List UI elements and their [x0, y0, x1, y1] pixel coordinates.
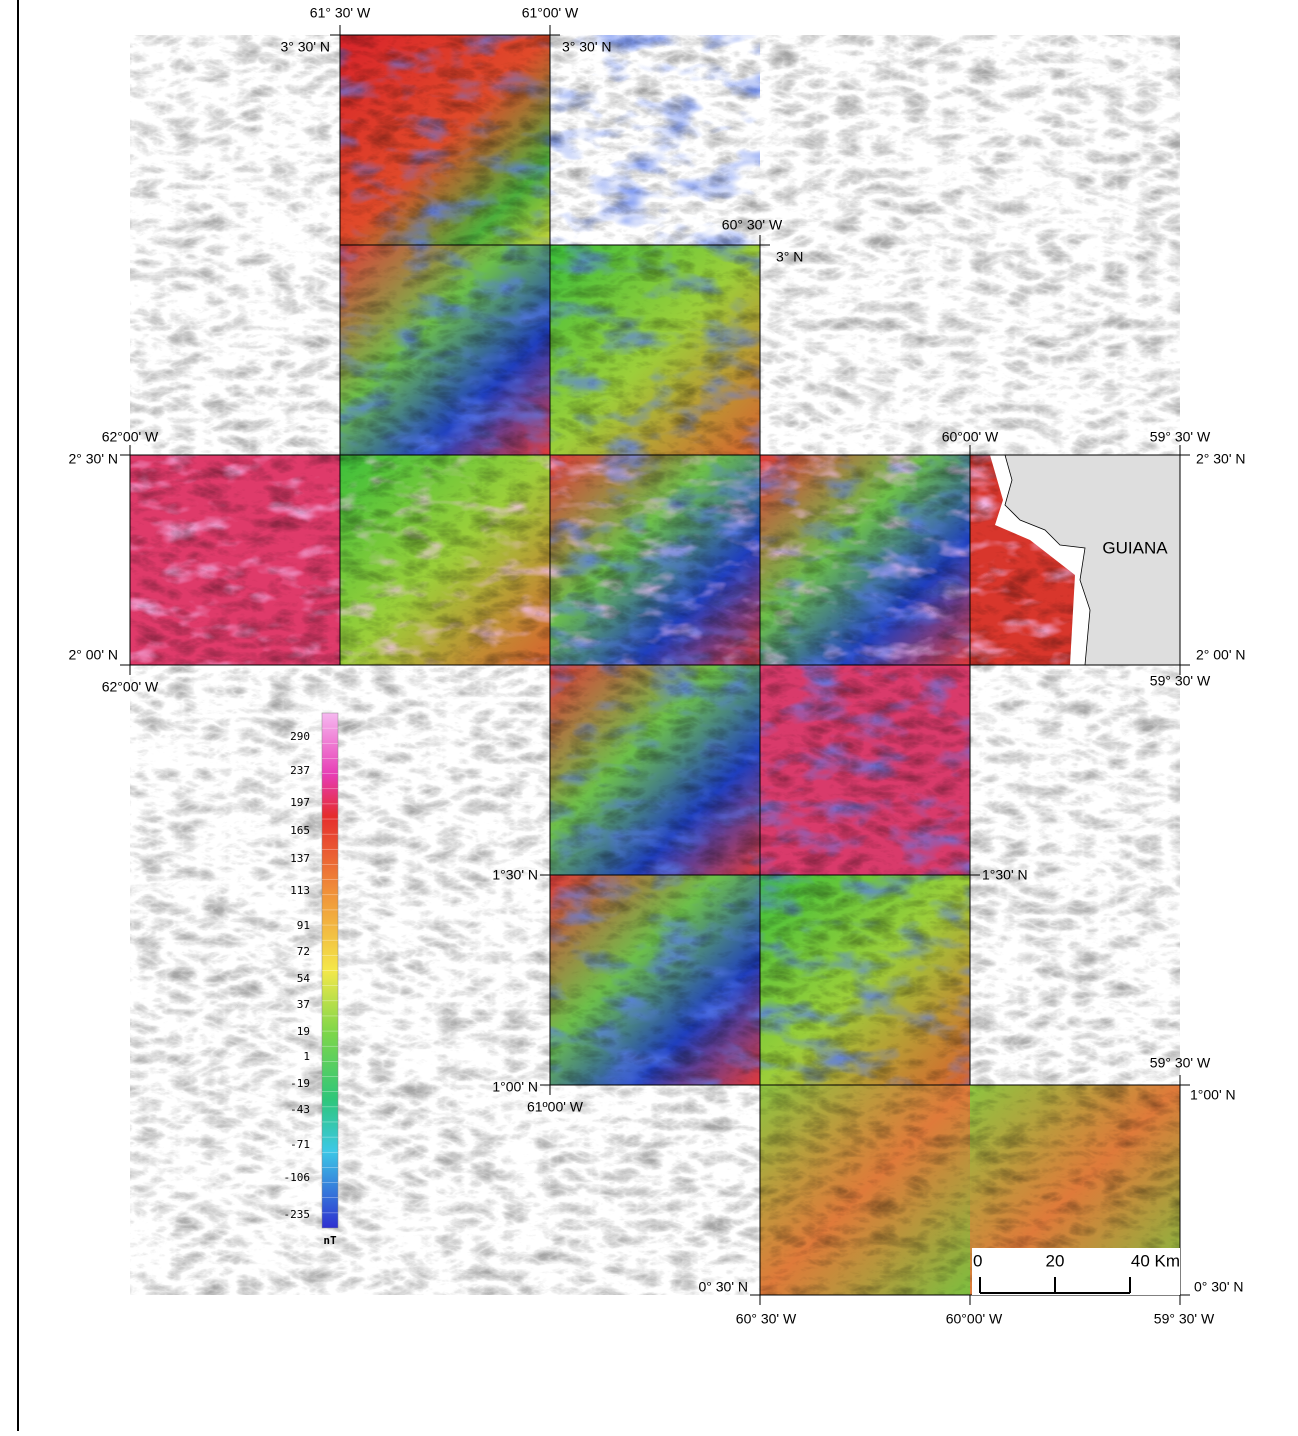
legend-tick-label: 72	[297, 945, 310, 958]
legend-tick-label: 237	[290, 764, 310, 777]
scale-bar-background	[972, 1248, 1180, 1295]
legend-tick-label: 37	[297, 998, 310, 1011]
color-legend: nT 290 237 197 165 137 113 91 72 54 37 19 1 -19 -43 -7…	[284, 712, 339, 1247]
coordinate-label: 1°00' N	[492, 1079, 538, 1095]
coordinate-label: 3° N	[776, 249, 803, 265]
region-label: GUIANA	[1102, 538, 1168, 557]
scale-bar: 0 20 40 Km	[972, 1248, 1180, 1295]
scale-label: 0	[973, 1251, 982, 1270]
legend-tick-label: 91	[297, 919, 310, 932]
legend-tick-label: 113	[290, 884, 310, 897]
legend-tick-label: -43	[290, 1103, 310, 1116]
coordinate-label: 0° 30' N	[698, 1279, 748, 1295]
grid	[120, 25, 1190, 1305]
coordinate-label: 60°00' W	[942, 429, 999, 445]
coordinate-label: 59° 30' W	[1150, 1055, 1211, 1071]
legend-unit: nT	[323, 1234, 337, 1247]
coordinate-label: 60° 30' W	[736, 1311, 797, 1327]
scale-bar-line	[979, 1277, 1131, 1294]
legend-tick-label: 137	[290, 852, 310, 865]
legend-tick-label: 197	[290, 796, 310, 809]
coordinate-label: 3° 30' N	[280, 39, 330, 55]
coordinate-label: 61° 30' W	[310, 5, 371, 21]
scale-label: 20	[1046, 1251, 1065, 1270]
legend-tick-label: 165	[290, 824, 310, 837]
coordinate-label: 2° 30' N	[1196, 451, 1246, 467]
coordinate-label: 61°00' W	[522, 5, 579, 21]
coordinate-labels: 61° 30' W 61°00' W 3° 30' N 3° 30' N 60°…	[68, 5, 1245, 1327]
coordinate-label: 62°00' W	[102, 679, 159, 695]
coordinate-label: 62°00' W	[102, 429, 159, 445]
coordinate-label: 1°30' N	[982, 867, 1028, 883]
coordinate-label: 59° 30' W	[1150, 673, 1211, 689]
coordinate-label: 3° 30' N	[562, 39, 612, 55]
coordinate-label: 59° 30' W	[1154, 1311, 1215, 1327]
coordinate-label: 2° 00' N	[1196, 647, 1246, 663]
coordinate-label: 2° 00' N	[68, 647, 118, 663]
tile-lines	[130, 244, 971, 1295]
frame-ticks	[120, 25, 1190, 1305]
coordinate-label: 2° 30' N	[68, 451, 118, 467]
coordinate-label: 1°30' N	[492, 867, 538, 883]
legend-tick-label: -19	[290, 1077, 310, 1090]
legend-tick-label: -235	[284, 1208, 311, 1221]
coordinate-label: 60° 30' W	[722, 217, 783, 233]
legend-tick-label: 290	[290, 730, 310, 743]
scale-label: 40 Km	[1131, 1251, 1180, 1270]
coordinate-label: 60°00' W	[946, 1311, 1003, 1327]
legend-tick-label: -71	[290, 1138, 310, 1151]
coordinate-label: 59° 30' W	[1150, 429, 1211, 445]
coordinate-label: 61º00' W	[527, 1099, 584, 1115]
coordinate-label: 0° 30' N	[1194, 1279, 1244, 1295]
legend-tick-label: -106	[284, 1171, 311, 1184]
legend-tick-label: 1	[303, 1050, 310, 1063]
legend-tick-label: 54	[297, 972, 311, 985]
coordinate-label: 1°00' N	[1190, 1087, 1236, 1103]
legend-tick-label: 19	[297, 1025, 310, 1038]
